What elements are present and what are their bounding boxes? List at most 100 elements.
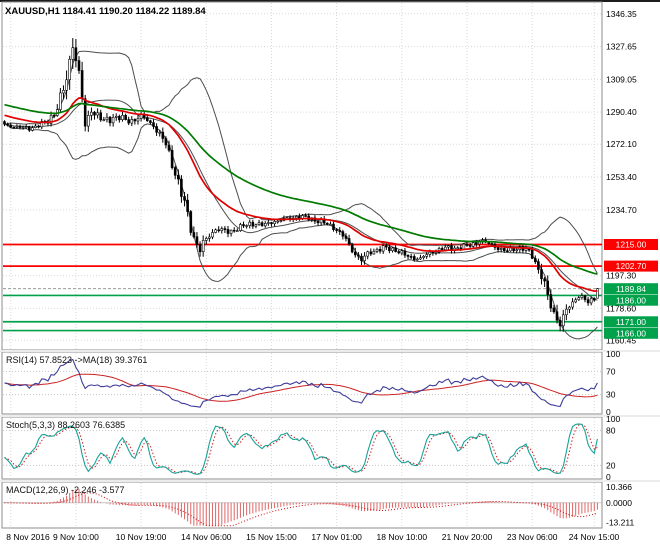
candle-body xyxy=(347,238,351,245)
candle-body xyxy=(357,254,360,257)
price-tick-label: 1234.70 xyxy=(606,205,637,215)
candle-body xyxy=(15,126,19,128)
candle-body xyxy=(378,249,382,252)
candle-body xyxy=(229,229,233,234)
time-tick-label: 18 Nov 10:00 xyxy=(377,532,428,542)
candle-body xyxy=(121,115,124,121)
candle-body xyxy=(180,178,183,197)
price-tick-label: 1197.30 xyxy=(606,271,636,281)
rsi-tick-label: 70 xyxy=(606,366,616,376)
candle-body xyxy=(443,246,447,251)
time-tick-label: 8 Nov 2016 xyxy=(6,532,50,542)
price-box-label: 1171.00 xyxy=(616,317,646,327)
candle-body xyxy=(406,254,410,257)
price-box-label: 1215.00 xyxy=(616,240,647,250)
time-tick-label: 23 Nov 06:00 xyxy=(507,532,558,542)
rsi-line xyxy=(4,358,598,408)
candle-body xyxy=(177,175,180,180)
candle-body xyxy=(146,117,149,122)
price-tick-label: 1309.05 xyxy=(606,74,637,84)
candle-body xyxy=(338,230,342,232)
candle-body xyxy=(3,121,6,125)
candle-body xyxy=(384,245,388,248)
support-price-box[interactable] xyxy=(604,294,658,306)
candle-body xyxy=(549,294,553,309)
current-price-box[interactable] xyxy=(604,283,658,295)
stoch-tick-label: 20 xyxy=(606,460,616,470)
stoch-tick-label: 80 xyxy=(606,426,616,436)
candle-body xyxy=(596,288,599,299)
candle-body xyxy=(68,58,71,80)
support-price-box[interactable] xyxy=(604,316,658,328)
candle-body xyxy=(133,119,137,122)
candle-body xyxy=(468,245,472,247)
panel-separator[interactable] xyxy=(0,415,660,417)
candle-body xyxy=(254,224,258,227)
candle-body xyxy=(173,167,177,176)
candle-body xyxy=(397,251,401,254)
macd-signal-line xyxy=(4,492,598,527)
price-axis[interactable]: 1346.35 1327.65 1309.05 1290.40 1272.10 1253.… xyxy=(604,9,658,346)
resistance-price-box[interactable] xyxy=(604,260,658,272)
candle-body xyxy=(127,119,130,124)
candle-body xyxy=(124,115,127,120)
price-tick-label: 1160.45 xyxy=(606,335,636,345)
candle-body xyxy=(586,299,590,304)
main-chart-panel[interactable] xyxy=(1,1,603,351)
candle-body xyxy=(49,114,53,124)
candle-body xyxy=(242,224,245,227)
candle-body xyxy=(136,118,140,122)
candle-body xyxy=(456,247,460,250)
support-price-box[interactable] xyxy=(604,327,658,339)
candle-body xyxy=(108,116,112,124)
panel-separator[interactable] xyxy=(0,480,660,482)
candle-body xyxy=(341,231,345,237)
rsi-tick-label: 30 xyxy=(606,390,616,400)
candle-body xyxy=(186,199,189,212)
resistance-price-box[interactable] xyxy=(604,239,658,250)
candle-body xyxy=(412,256,416,261)
candle-body xyxy=(381,245,385,252)
candle-body xyxy=(580,295,584,299)
time-tick-label: 15 Nov 15:00 xyxy=(246,532,297,542)
candle-body xyxy=(350,243,354,253)
bollinger-upper xyxy=(4,50,598,274)
candle-body xyxy=(428,251,432,255)
candle-body xyxy=(65,79,68,91)
panel-separator[interactable] xyxy=(0,350,660,352)
stoch-main-line xyxy=(4,423,598,475)
candle-body xyxy=(205,238,208,241)
time-tick-label: 24 Nov 15:00 xyxy=(569,532,620,542)
price-box-label: 1166.00 xyxy=(616,328,646,338)
candle-body xyxy=(211,232,214,238)
candle-body xyxy=(332,223,335,231)
candle-body xyxy=(93,111,96,116)
candle-body xyxy=(422,255,425,258)
candle-body xyxy=(37,125,40,128)
candle-body xyxy=(71,47,75,60)
time-axis[interactable]: 8 Nov 2016 9 Nov 10:00 10 Nov 19:00 14 Nov … xyxy=(6,532,619,542)
candle-body xyxy=(592,298,596,301)
candle-body xyxy=(372,251,376,255)
candle-body xyxy=(304,215,307,217)
time-tick-label: 17 Nov 01:00 xyxy=(311,532,362,542)
candle-body xyxy=(12,126,16,129)
candle-body xyxy=(214,229,217,233)
candle-body xyxy=(574,299,578,303)
candle-body xyxy=(87,115,90,127)
candle-body xyxy=(425,254,429,257)
candle-body xyxy=(195,236,199,245)
candle-body xyxy=(80,70,84,100)
grid-lines xyxy=(3,3,602,527)
candle-body xyxy=(363,255,366,262)
candle-body xyxy=(360,255,363,262)
candle-body xyxy=(236,230,239,232)
price-box-label: 1186.00 xyxy=(616,295,646,305)
candle-body xyxy=(375,249,379,252)
candle-body xyxy=(471,242,475,247)
candle-body xyxy=(496,247,500,250)
price-tick-label: 1178.60 xyxy=(606,303,636,313)
candle-body xyxy=(105,116,109,120)
candle-body xyxy=(388,246,391,252)
